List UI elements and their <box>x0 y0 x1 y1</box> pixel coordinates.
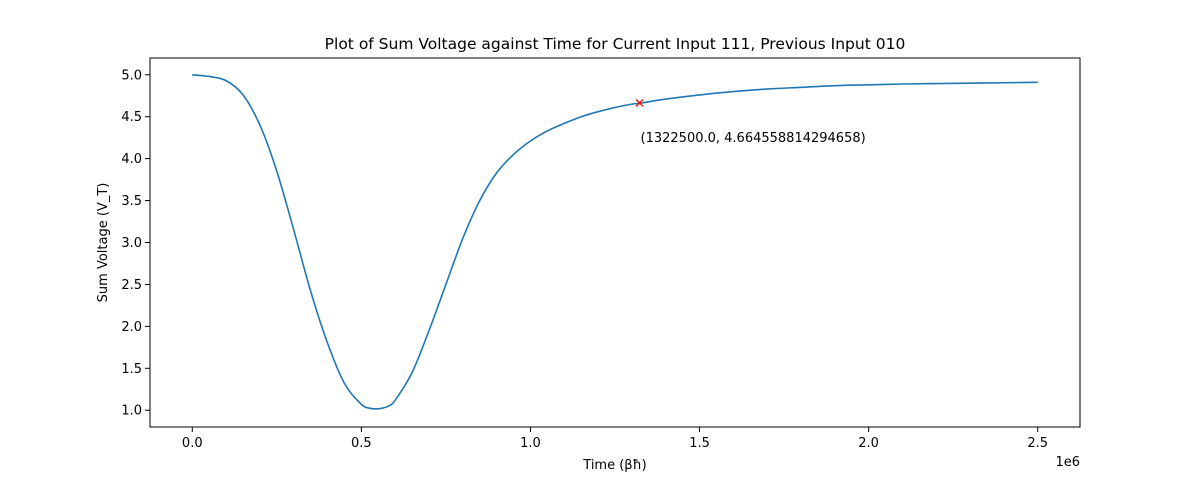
x-tick-label: 1.0 <box>520 436 541 451</box>
x-axis-label: Time (βħ) <box>582 458 646 473</box>
y-tick-label: 5.0 <box>121 68 142 83</box>
x-axis-ticks: 0.0 0.5 1.0 1.5 2.0 2.5 <box>182 427 1048 451</box>
chart-title: Plot of Sum Voltage against Time for Cur… <box>325 35 906 53</box>
y-axis-label: Sum Voltage (V_T) <box>96 183 111 303</box>
y-tick-label: 1.5 <box>121 362 142 377</box>
y-tick-label: 3.5 <box>121 194 142 209</box>
plot-frame <box>149 57 1081 428</box>
y-tick-label: 2.0 <box>121 320 142 335</box>
x-tick-label: 1.5 <box>689 436 710 451</box>
y-tick-label: 4.5 <box>121 110 142 125</box>
x-tick-label: 0.5 <box>351 436 372 451</box>
x-tick-label: 2.5 <box>1027 436 1048 451</box>
marker-stroke <box>635 98 644 107</box>
marker-point <box>635 98 644 107</box>
x-tick-label: 2.0 <box>858 436 879 451</box>
y-tick-label: 3.0 <box>121 236 142 251</box>
marker-annotation: (1322500.0, 4.664558814294658) <box>641 131 866 146</box>
series-line <box>192 73 1038 410</box>
y-tick-label: 2.5 <box>121 278 142 293</box>
y-axis-ticks: 1.0 1.5 2.0 2.5 3.0 3.5 4.0 4.5 5.0 <box>121 68 150 419</box>
x-tick-label: 0.0 <box>182 436 203 451</box>
y-tick-label: 4.0 <box>121 152 142 167</box>
y-tick-label: 1.0 <box>121 404 142 419</box>
x-axis-offset-label: 1e6 <box>1055 455 1080 470</box>
